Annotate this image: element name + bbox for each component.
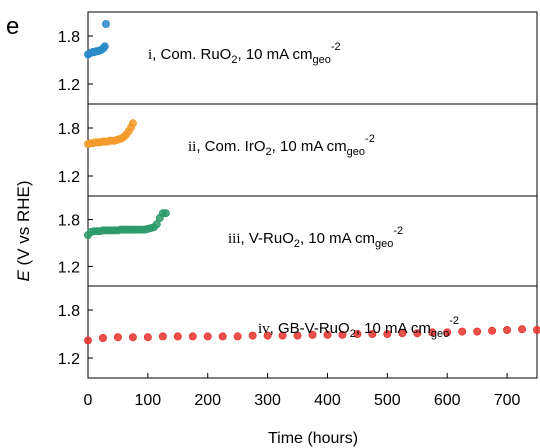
series-label-superscript: -2 [449, 315, 459, 327]
series-label-subscript: 2 [294, 238, 300, 250]
series-label: iii, V-RuO2, 10 mA cmgeo-2 [228, 225, 403, 250]
x-tick-label: 700 [494, 392, 521, 409]
data-point [398, 329, 407, 338]
y-tick-label: 1.2 [58, 351, 80, 368]
y-tick-label: 1.8 [58, 212, 80, 229]
series-roman-numeral: iii [228, 231, 241, 247]
data-point [143, 333, 152, 342]
series-label-text: , 10 mA cm [300, 230, 375, 247]
series-label: ii, Com. IrO2, 10 mA cmgeo-2 [188, 133, 375, 158]
panel-4: 1.2 1.8 iv, GB-V-RuO2, 10 mA cmgeo-2 [58, 285, 540, 379]
series-label-subscript: 2 [231, 54, 237, 66]
data-point [488, 326, 497, 335]
series-label-superscript: -2 [331, 41, 341, 53]
data-point [443, 328, 452, 337]
y-axis-unit: (V vs RHE) [14, 180, 33, 270]
panel-label: e [6, 13, 19, 40]
chart-panels: 1.21.8i, Com. RuO2, 10 mA cmgeo-21.21.8i… [58, 11, 540, 379]
y-tick-label: 1.2 [58, 77, 80, 94]
y-tick-label: 1.8 [58, 29, 80, 46]
series-label-text: , 10 mA cm [272, 138, 347, 155]
series-roman-numeral: i [148, 47, 152, 63]
data-point [293, 331, 302, 340]
series-points [84, 209, 170, 240]
series-label-text: , GB-V-RuO [270, 320, 350, 337]
series-label-text: , Com. IrO [196, 138, 265, 155]
data-point [113, 333, 122, 342]
data-point [383, 329, 392, 338]
data-point [233, 332, 242, 341]
y-axis-label: E (V vs RHE) [14, 180, 33, 281]
series-label-subscript: geo [431, 328, 449, 340]
x-tick-label: 400 [314, 392, 341, 409]
y-tick-label: 1.2 [58, 169, 80, 186]
data-point [473, 327, 482, 336]
panel-3: 1.2 1.8 iii, V-RuO2, 10 mA cmgeo-2 [58, 195, 538, 287]
data-point [98, 333, 107, 342]
data-point [518, 325, 527, 334]
data-point [323, 330, 332, 339]
series-label-superscript: -2 [393, 225, 403, 237]
series-label: i, Com. RuO2, 10 mA cmgeo-2 [148, 41, 341, 66]
data-point [368, 329, 377, 338]
series-label-subscript: geo [347, 146, 365, 158]
data-point [353, 329, 362, 338]
x-axis: 0 100 200 300 400 500 600 700 [84, 373, 521, 409]
series-label-superscript: -2 [365, 133, 375, 145]
series-label-text: , V-RuO [241, 230, 294, 247]
data-point [533, 326, 540, 334]
data-point [152, 220, 161, 229]
series-label-text: , Com. RuO [152, 46, 231, 63]
y-tick-label: 1.8 [58, 121, 80, 138]
data-point [84, 336, 93, 345]
x-tick-label: 100 [135, 392, 162, 409]
y-axis-symbol: E [14, 270, 33, 282]
x-tick-label: 600 [434, 392, 461, 409]
series-label-subscript: 2 [266, 146, 272, 158]
data-point [203, 332, 212, 341]
series-points [84, 119, 137, 148]
data-point [161, 209, 170, 218]
data-point [308, 330, 317, 339]
data-point [413, 329, 422, 338]
data-point [100, 42, 109, 51]
data-point [101, 19, 110, 28]
y-tick-label: 1.8 [58, 303, 80, 320]
series-roman-numeral: iv [258, 321, 270, 337]
data-point [188, 332, 197, 341]
series-label-subscript: geo [375, 238, 393, 250]
x-axis-label: Time (hours) [268, 430, 358, 447]
x-tick-label: 300 [254, 392, 281, 409]
data-point [248, 331, 257, 340]
data-point [428, 328, 437, 337]
data-point [503, 325, 512, 334]
series-label-text: , 10 mA cm [356, 320, 431, 337]
x-tick-label: 0 [84, 392, 93, 409]
data-point [458, 327, 467, 336]
data-point [338, 330, 347, 339]
panel-2: 1.2 1.8 ii, Com. IrO2, 10 mA cmgeo-2 [58, 103, 538, 197]
series-points [84, 325, 540, 345]
data-point [278, 331, 287, 340]
series-label-subscript: 2 [350, 328, 356, 340]
x-tick-label: 500 [374, 392, 401, 409]
panel-1: 1.2 1.8 i, Com. RuO2, 10 mA cmgeo-2 [58, 11, 538, 105]
series-points [84, 19, 110, 59]
x-tick-label: 200 [194, 392, 221, 409]
data-point [173, 332, 182, 341]
series-label-text: , 10 mA cm [237, 46, 312, 63]
series-roman-numeral: ii [188, 139, 196, 155]
y-tick-label: 1.2 [58, 259, 80, 276]
data-point [218, 332, 227, 341]
data-point [263, 331, 272, 340]
series-label-subscript: geo [313, 54, 331, 66]
data-point [128, 119, 137, 128]
data-point [158, 332, 167, 341]
series-label: iv, GB-V-RuO2, 10 mA cmgeo-2 [258, 315, 459, 340]
data-point [128, 333, 137, 342]
